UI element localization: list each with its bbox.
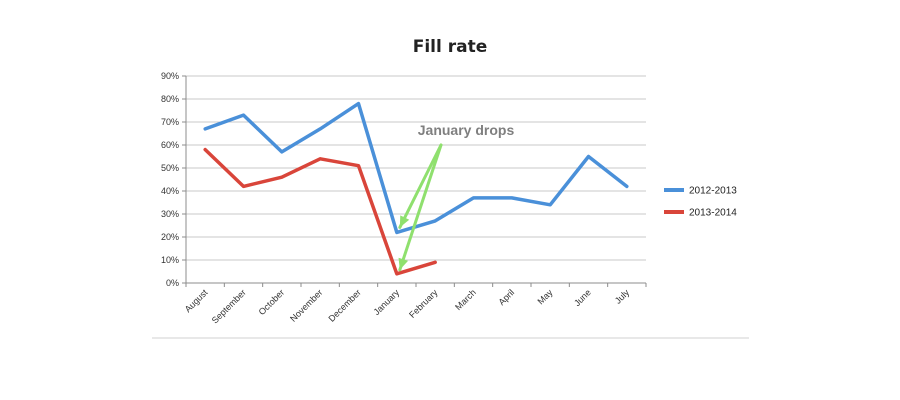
y-tick-label: 80%: [161, 94, 179, 104]
gridlines: [182, 75, 646, 284]
legend: 2012-2013 2013-2014: [664, 186, 737, 219]
y-tick-label: 30%: [161, 209, 179, 219]
x-tick-label: November: [288, 287, 324, 323]
annotation-arrow: [398, 143, 443, 272]
x-tick-label: January: [372, 287, 402, 317]
x-tick-label: May: [535, 287, 554, 306]
y-tick-label: 50%: [161, 163, 179, 173]
chart-title: Fill rate: [413, 37, 488, 57]
series-line-1: [203, 101, 629, 235]
legend-label: 2012-2013: [689, 186, 737, 197]
x-tick-label: April: [496, 287, 516, 307]
annotation-label: January drops: [418, 122, 515, 138]
x-tick-label: March: [453, 287, 478, 312]
series-lines: [203, 101, 629, 276]
x-tick-label: February: [407, 287, 440, 320]
series-line-2: [203, 147, 437, 276]
axes: [185, 76, 647, 287]
x-tick-label: July: [613, 287, 632, 306]
annotation-arrowhead: [399, 215, 410, 228]
x-tick-label: June: [572, 287, 593, 308]
x-tick-label: October: [257, 287, 287, 317]
annotations: January drops: [398, 122, 515, 272]
x-tick-label: December: [326, 287, 362, 323]
y-tick-label: 20%: [161, 232, 179, 242]
y-tick-label: 90%: [161, 71, 179, 81]
x-tick-label: September: [210, 287, 248, 325]
y-tick-label: 40%: [161, 186, 179, 196]
y-tick-label: 0%: [166, 278, 179, 288]
x-tick-label: August: [183, 287, 210, 314]
annotation-arrow: [398, 143, 443, 229]
x-tick-labels: August September October November December Ja…: [183, 287, 632, 326]
y-tick-labels: 0% 10% 20% 30% 40% 50% 60% 70% 80% 90%: [161, 71, 179, 288]
annotation-arrowhead: [398, 257, 409, 270]
y-tick-label: 70%: [161, 117, 179, 127]
legend-label: 2013-2014: [689, 208, 737, 219]
y-tick-label: 10%: [161, 255, 179, 265]
y-tick-label: 60%: [161, 140, 179, 150]
